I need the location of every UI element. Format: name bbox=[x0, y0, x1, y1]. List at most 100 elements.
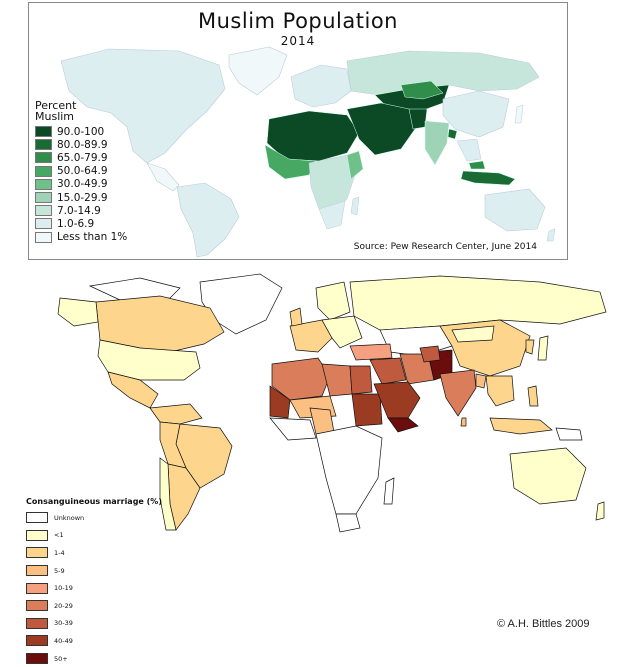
legend-label: 10-19 bbox=[54, 584, 73, 593]
region-japan bbox=[514, 104, 524, 124]
legend-item: 20-29 bbox=[26, 597, 162, 615]
legend-item: Less than 1% bbox=[35, 231, 127, 244]
legend-label: 50+ bbox=[54, 654, 68, 663]
legend-swatch bbox=[35, 126, 52, 138]
legend-item: 5-9 bbox=[26, 562, 162, 580]
legend-item: 90.0-100 bbox=[35, 125, 127, 138]
region-mongolia bbox=[451, 325, 495, 343]
legend-label: 30-39 bbox=[54, 619, 73, 628]
legend-swatch bbox=[35, 178, 52, 190]
region-new-zealand bbox=[546, 228, 556, 242]
region-bangladesh bbox=[475, 373, 487, 389]
region-new-zealand bbox=[595, 501, 605, 521]
region-korea bbox=[525, 339, 535, 355]
legend-item: Unknown bbox=[26, 509, 162, 527]
region-bangladesh bbox=[447, 128, 458, 140]
region-colombia-venezuela bbox=[149, 403, 203, 425]
region-north-america bbox=[60, 48, 226, 164]
legend-title: Consanguineous marriage (%) bbox=[26, 497, 162, 506]
legend-label: Less than 1% bbox=[57, 231, 128, 244]
region-turkey bbox=[349, 343, 393, 361]
legend-label: <1 bbox=[54, 531, 64, 540]
region-indonesia bbox=[489, 417, 553, 435]
legend-swatch bbox=[26, 653, 48, 665]
region-india bbox=[439, 369, 477, 417]
region-china bbox=[442, 90, 510, 138]
region-kazakhstan bbox=[400, 80, 444, 100]
legend-swatch bbox=[26, 582, 48, 594]
legend-label: 80.0-89.9 bbox=[57, 138, 108, 151]
region-afghanistan bbox=[419, 345, 441, 363]
legend-rows: 90.0-100 80.0-89.9 65.0-79.9 50.0-64.9 30.0-… bbox=[35, 125, 127, 244]
legend-item: 50+ bbox=[26, 650, 162, 667]
legend-swatch bbox=[26, 512, 48, 524]
region-levant-iraq bbox=[369, 357, 407, 385]
legend-label: 15.0-29.9 bbox=[57, 191, 108, 204]
region-southern-africa bbox=[335, 513, 361, 533]
region-malaysia bbox=[468, 160, 486, 170]
legend-label: 90.0-100 bbox=[57, 125, 105, 138]
legend-label: 7.0-14.9 bbox=[57, 204, 101, 217]
legend-label: 1.0-6.9 bbox=[57, 217, 95, 230]
copyright-credit: © A.H. Bittles 2009 bbox=[497, 618, 590, 630]
region-europe bbox=[290, 64, 352, 108]
legend-swatch bbox=[26, 565, 48, 577]
consanguinity-world-map bbox=[57, 273, 607, 533]
legend-item: 50.0-64.9 bbox=[35, 165, 127, 178]
legend-label: 20-29 bbox=[54, 601, 73, 610]
legend-swatch bbox=[26, 529, 48, 541]
legend-swatch bbox=[35, 165, 52, 177]
region-greenland bbox=[228, 46, 288, 96]
muslim-legend: Percent Muslim 90.0-100 80.0-89.9 65.0-79.… bbox=[35, 100, 127, 244]
legend-item: 1.0-6.9 bbox=[35, 217, 127, 230]
region-japan bbox=[537, 335, 549, 361]
legend-label: Unknown bbox=[54, 513, 85, 522]
legend-item: 30-39 bbox=[26, 615, 162, 633]
legend-item: <1 bbox=[26, 527, 162, 545]
consanguinity-legend: Consanguineous marriage (%) Unknown <1 1-4… bbox=[26, 497, 162, 667]
legend-swatch bbox=[26, 547, 48, 559]
region-papua-new-guinea bbox=[555, 427, 583, 441]
region-australia bbox=[509, 447, 587, 505]
region-usa bbox=[97, 339, 201, 381]
region-south-america bbox=[176, 182, 240, 258]
region-scandinavia bbox=[315, 281, 351, 321]
legend-label: 5-9 bbox=[54, 566, 65, 575]
region-madagascar bbox=[383, 477, 395, 505]
region-central-america bbox=[146, 162, 180, 192]
region-southeast-asia bbox=[485, 375, 515, 407]
legend-swatch bbox=[35, 205, 52, 217]
legend-item: 15.0-29.9 bbox=[35, 191, 127, 204]
region-mauritania bbox=[269, 385, 291, 419]
region-greenland bbox=[199, 273, 283, 335]
region-sudan bbox=[351, 393, 383, 427]
region-eastern-europe bbox=[321, 315, 363, 349]
legend-item: 65.0-79.9 bbox=[35, 151, 127, 164]
region-north-africa bbox=[266, 110, 360, 162]
legend-item: 10-19 bbox=[26, 579, 162, 597]
region-russia bbox=[346, 50, 540, 96]
legend-item: 1-4 bbox=[26, 544, 162, 562]
region-uk bbox=[289, 307, 303, 327]
region-philippines bbox=[527, 385, 539, 407]
region-australia bbox=[484, 188, 546, 232]
region-libya bbox=[321, 363, 353, 397]
muslim-population-world-map bbox=[60, 46, 556, 258]
legend-swatch bbox=[35, 192, 52, 204]
legend-swatch bbox=[26, 635, 48, 647]
region-southeast-asia bbox=[456, 138, 482, 162]
legend-item: 7.0-14.9 bbox=[35, 204, 127, 217]
legend-title: Percent Muslim bbox=[35, 99, 77, 123]
region-east-africa bbox=[346, 150, 364, 180]
legend-swatch bbox=[35, 152, 52, 164]
legend-label: 30.0-49.9 bbox=[57, 178, 108, 191]
map-year: 2014 bbox=[280, 34, 316, 48]
region-india bbox=[424, 120, 450, 166]
legend-rows: Unknown <1 1-4 5-9 10-19 20-29 30-39 40-49 50+ bbox=[26, 509, 162, 667]
legend-label: 40-49 bbox=[54, 636, 73, 645]
region-alaska bbox=[57, 297, 99, 327]
region-saudi-arabia bbox=[373, 381, 421, 419]
source-caption: Source: Pew Research Center, June 2014 bbox=[353, 242, 537, 252]
muslim-population-map: Muslim Population 2014 Percent Muslim 90… bbox=[28, 2, 568, 260]
legend-swatch bbox=[35, 231, 52, 243]
